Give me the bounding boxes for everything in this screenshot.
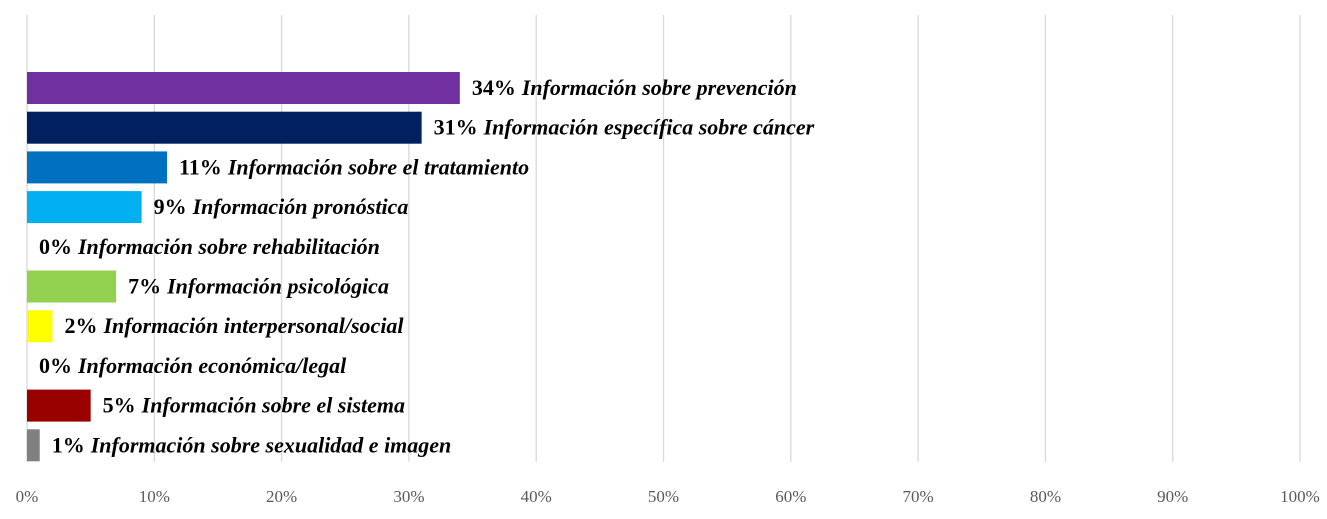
bar-label: 34% Información sobre prevención bbox=[472, 75, 797, 100]
bar bbox=[27, 270, 117, 303]
bar-label: 7% Información psicológica bbox=[128, 274, 389, 299]
value-label: 2% bbox=[64, 313, 97, 338]
value-label: 5% bbox=[103, 393, 136, 418]
bar bbox=[27, 72, 460, 104]
value-label: 1% bbox=[52, 432, 85, 457]
category-label: Información sobre el sistema bbox=[141, 393, 405, 418]
bar-label: 2% Información interpersonal/social bbox=[64, 313, 404, 338]
value-label: 34% bbox=[472, 75, 516, 100]
bar-label: 9% Información pronóstica bbox=[154, 194, 409, 219]
value-label: 0% bbox=[39, 353, 72, 378]
x-tick-label: 50% bbox=[648, 487, 679, 506]
value-label: 7% bbox=[128, 274, 161, 299]
bar bbox=[27, 429, 40, 462]
bar bbox=[27, 310, 53, 343]
bar bbox=[27, 191, 142, 224]
x-tick-label: 60% bbox=[775, 487, 806, 506]
x-tick-label: 40% bbox=[521, 487, 552, 506]
category-label: Información sobre sexualidad e imagen bbox=[90, 432, 452, 457]
x-tick-label: 100% bbox=[1280, 487, 1320, 506]
bar-label: 0% Información económica/legal bbox=[39, 353, 347, 378]
bar bbox=[27, 151, 168, 184]
category-label: Información interpersonal/social bbox=[102, 313, 404, 338]
category-label: Información específica sobre cáncer bbox=[483, 115, 815, 140]
bar-label: 31% Información específica sobre cáncer bbox=[434, 115, 815, 140]
value-label: 11% bbox=[179, 154, 222, 179]
category-label: Información pronóstica bbox=[192, 194, 409, 219]
category-label: Información económica/legal bbox=[77, 353, 347, 378]
bar-label: 0% Información sobre rehabilitación bbox=[39, 234, 380, 259]
x-tick-label: 10% bbox=[139, 487, 170, 506]
x-tick-label: 90% bbox=[1157, 487, 1188, 506]
bar-label: 1% Información sobre sexualidad e imagen bbox=[52, 432, 452, 457]
x-tick-label: 0% bbox=[16, 487, 39, 506]
x-tick-label: 30% bbox=[393, 487, 424, 506]
x-tick-label: 70% bbox=[903, 487, 934, 506]
bar bbox=[27, 111, 422, 144]
value-label: 31% bbox=[434, 115, 478, 140]
bar-label: 5% Información sobre el sistema bbox=[103, 393, 405, 418]
x-tick-label: 80% bbox=[1030, 487, 1061, 506]
category-label: Información psicológica bbox=[166, 274, 389, 299]
bar bbox=[27, 389, 91, 422]
value-label: 9% bbox=[154, 194, 187, 219]
category-label: Información sobre prevención bbox=[521, 75, 797, 100]
category-label: Información sobre el tratamiento bbox=[227, 154, 529, 179]
x-tick-label: 20% bbox=[266, 487, 297, 506]
category-label: Información sobre rehabilitación bbox=[77, 234, 380, 259]
bar-label: 11% Información sobre el tratamiento bbox=[179, 154, 529, 179]
value-label: 0% bbox=[39, 234, 72, 259]
